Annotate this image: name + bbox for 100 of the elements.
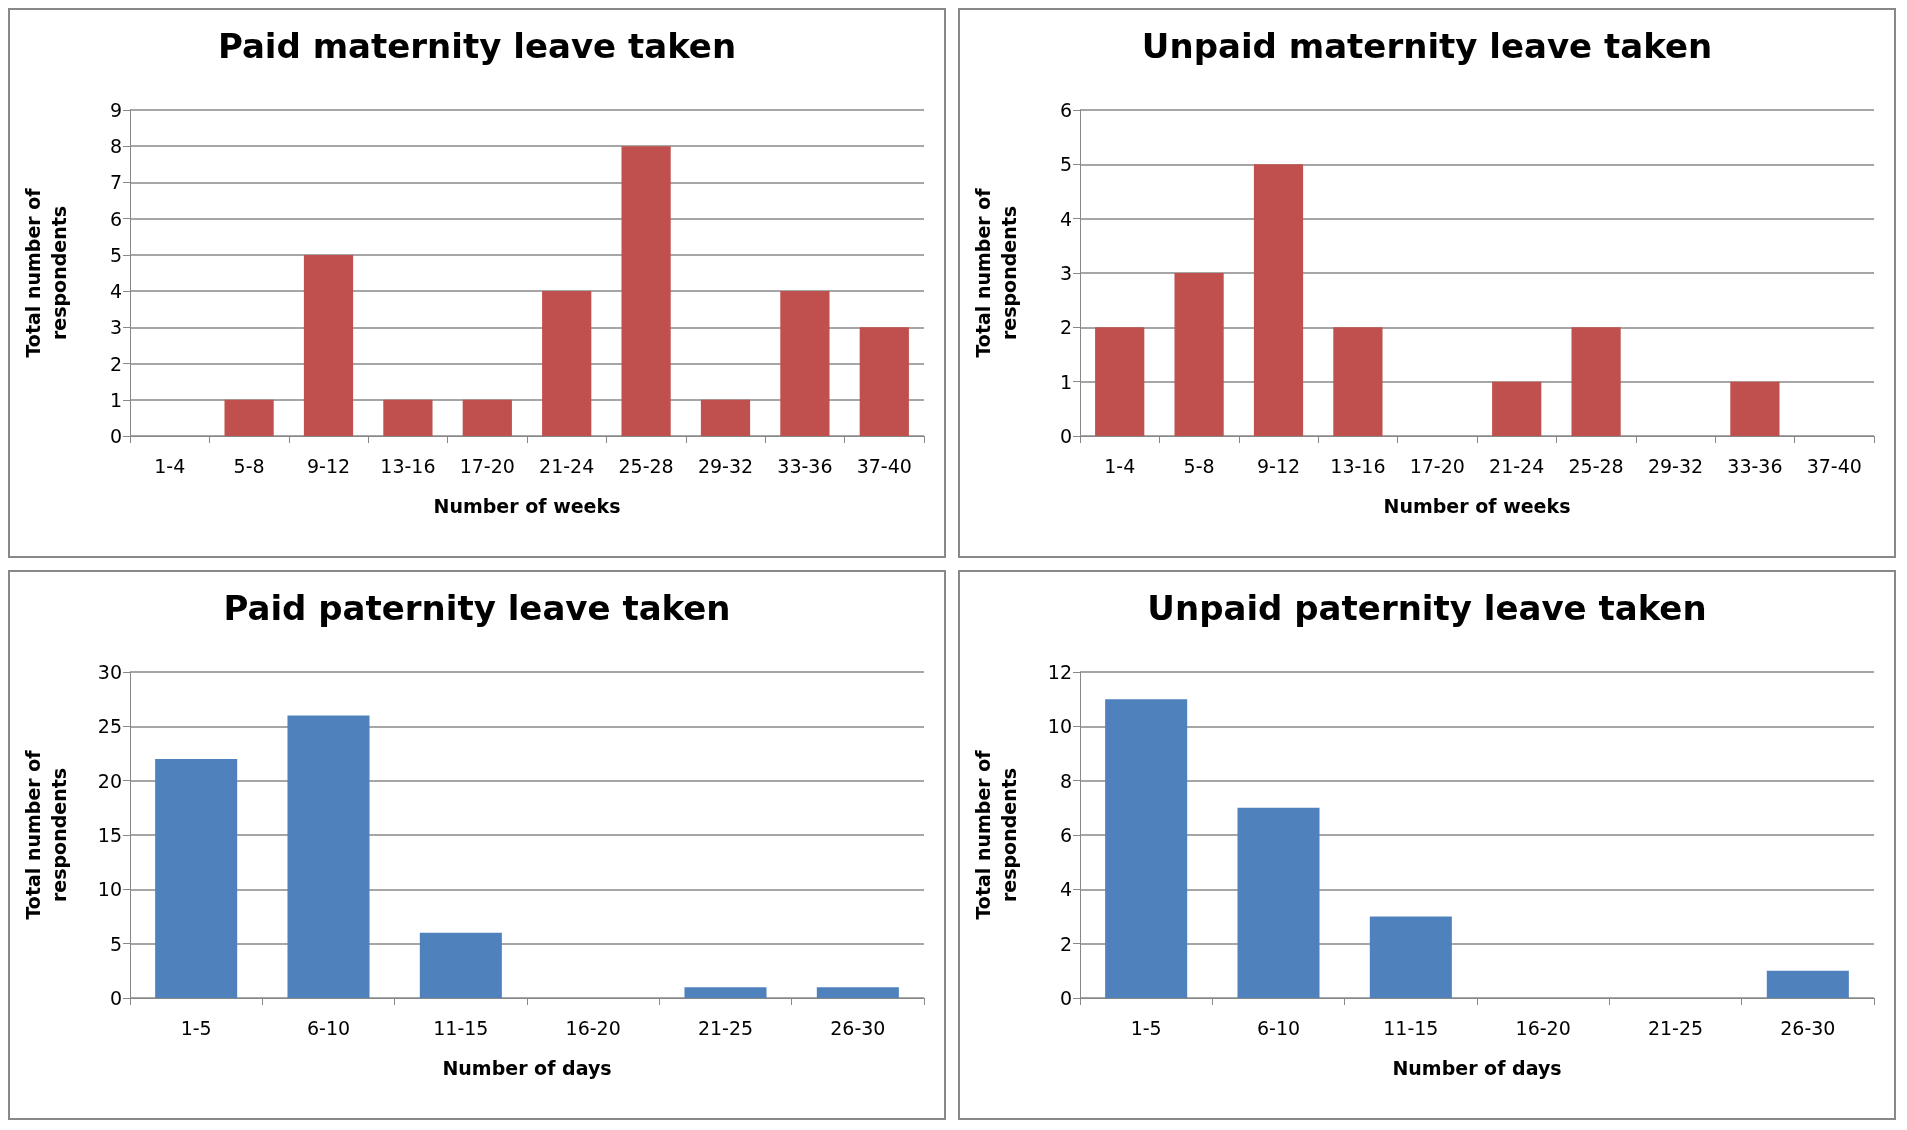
x-axis-title: Number of days [1392,1056,1562,1079]
x-tick-label: 25-28 [1568,454,1624,477]
x-tick-label: 11-15 [1383,1016,1439,1039]
x-tick-label: 25-28 [618,454,674,477]
y-tick-label: 0 [1059,425,1072,447]
x-tick-label: 1-4 [1104,454,1136,477]
bar [462,399,512,436]
x-tick-label: 13-16 [1330,454,1386,477]
x-tick-label: 17-20 [459,454,515,477]
y-tick-label: 5 [109,932,122,955]
chart-title: Unpaid maternity leave taken [1141,26,1713,66]
bar [621,146,671,436]
bar [1571,327,1621,436]
x-tick-label: 6-10 [306,1016,351,1039]
x-tick-label: 17-20 [1409,454,1465,477]
x-tick-label: 6-10 [1256,1016,1301,1039]
y-tick-label: 0 [109,987,122,1009]
y-tick-label: 3 [109,316,122,339]
x-tick-label: 1-5 [1130,1016,1162,1039]
chart-title: Paid maternity leave taken [217,26,737,66]
x-tick-label: 16-20 [1515,1016,1571,1039]
x-tick-label: 9-12 [1256,454,1301,477]
bar [1237,807,1320,998]
x-tick-label: 21-25 [697,1016,754,1039]
x-tick-label: 29-32 [1647,454,1704,477]
bar [287,715,370,998]
y-tick-label: 10 [1047,715,1072,738]
y-tick-label: 2 [109,352,122,375]
chart-title: Unpaid paternity leave taken [1147,588,1707,628]
y-tick-label: 30 [97,661,122,683]
y-tick-label: 3 [1059,262,1072,284]
bar [859,327,909,436]
bar [1253,164,1304,436]
chart-title: Paid paternity leave taken [223,588,731,628]
y-tick-label: 1 [109,388,122,411]
x-tick-label: 13-16 [380,454,436,477]
x-axis-title: Number of weeks [433,494,621,517]
bar [780,291,830,436]
y-tick-label: 6 [1059,824,1072,846]
bar [1766,970,1849,998]
bar [303,254,354,436]
y-tick-label: 25 [97,715,122,738]
y-tick-label: 15 [97,824,122,846]
x-tick-label: 21-24 [1489,454,1545,477]
y-tick-label: 8 [1059,769,1072,792]
bar [1095,327,1145,436]
y-tick-label: 4 [1059,878,1072,901]
y-tick-label: 6 [1059,99,1072,121]
y-axis-title: Total number of respondents [972,749,1020,920]
x-tick-label: 33-36 [1727,454,1783,477]
bar [1492,381,1542,436]
y-tick-label: 9 [109,99,122,121]
bar [684,987,767,998]
x-tick-label: 26-30 [830,1016,886,1039]
bar [1105,699,1188,998]
x-tick-label: 16-20 [565,1016,621,1039]
bar [224,399,274,436]
y-tick-label: 6 [109,207,122,230]
bar [816,987,899,998]
bar [1174,273,1224,436]
y-tick-label: 0 [109,425,122,447]
bar [155,758,238,998]
x-tick-label: 21-24 [539,454,595,477]
x-tick-label: 21-25 [1647,1016,1704,1039]
bar [419,932,502,998]
bar [1730,381,1780,436]
y-tick-label: 4 [109,280,122,303]
x-tick-label: 29-32 [697,454,754,477]
y-axis-title: Total number of respondents [972,187,1020,358]
x-axis-title: Number of weeks [1383,494,1571,517]
bar [542,291,592,436]
y-tick-label: 1 [1059,370,1072,393]
x-tick-label: 5-8 [1183,454,1215,477]
x-tick-label: 37-40 [856,454,912,477]
y-tick-label: 8 [109,135,122,158]
bar [383,399,433,436]
y-tick-label: 0 [1059,987,1072,1009]
x-axis-title: Number of days [442,1056,612,1079]
y-tick-label: 12 [1047,661,1072,683]
y-axis-title: Total number of respondents [22,187,70,358]
x-tick-label: 11-15 [433,1016,489,1039]
y-tick-label: 4 [1059,207,1072,230]
bar [700,399,751,436]
bar [1369,916,1452,998]
y-tick-label: 10 [97,878,122,901]
x-tick-label: 1-5 [180,1016,212,1039]
y-tick-label: 20 [97,769,122,792]
x-tick-label: 1-4 [154,454,186,477]
y-tick-label: 5 [1059,153,1072,176]
x-tick-label: 33-36 [777,454,833,477]
y-tick-label: 2 [1059,316,1072,339]
y-tick-label: 2 [1059,932,1072,955]
x-tick-label: 37-40 [1806,454,1862,477]
bar [1333,327,1383,436]
x-tick-label: 5-8 [233,454,265,477]
x-tick-label: 9-12 [306,454,351,477]
y-tick-label: 7 [109,171,122,194]
x-tick-label: 26-30 [1780,1016,1836,1039]
y-tick-label: 5 [109,243,122,266]
y-axis-title: Total number of respondents [22,749,70,920]
